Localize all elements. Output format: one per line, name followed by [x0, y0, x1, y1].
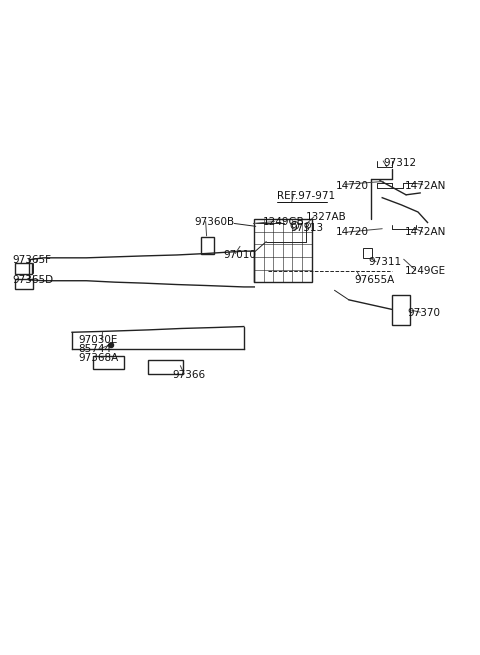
Bar	[201, 237, 214, 253]
Text: 1249GB: 1249GB	[263, 217, 305, 227]
Text: 97655A: 97655A	[355, 275, 395, 285]
Text: 97311: 97311	[369, 257, 402, 267]
Text: 1472AN: 1472AN	[405, 181, 446, 191]
Text: 1249GE: 1249GE	[405, 266, 446, 276]
Text: 14720: 14720	[336, 227, 369, 237]
Text: 1472AN: 1472AN	[405, 227, 446, 237]
Bar	[94, 356, 123, 369]
Text: 97365F: 97365F	[12, 255, 51, 265]
Bar	[15, 279, 33, 290]
Text: 97366: 97366	[172, 370, 205, 380]
Bar	[254, 219, 312, 282]
Text: 97010: 97010	[223, 250, 256, 260]
Circle shape	[109, 343, 114, 348]
Text: 97365D: 97365D	[12, 275, 53, 285]
Text: 97312: 97312	[383, 158, 416, 168]
Text: 97360B: 97360B	[195, 217, 235, 227]
Bar	[363, 248, 372, 258]
Text: 97313: 97313	[290, 223, 323, 233]
Bar	[15, 263, 32, 274]
Bar	[392, 295, 410, 325]
Text: 97370: 97370	[407, 309, 440, 318]
Text: 85744: 85744	[79, 344, 112, 354]
Text: 97368A: 97368A	[79, 353, 119, 363]
Text: 1327AB: 1327AB	[306, 212, 347, 222]
Text: 97030E: 97030E	[79, 335, 118, 345]
Bar	[148, 360, 183, 374]
Text: REF.97-971: REF.97-971	[277, 191, 336, 201]
Text: 14720: 14720	[336, 181, 369, 191]
